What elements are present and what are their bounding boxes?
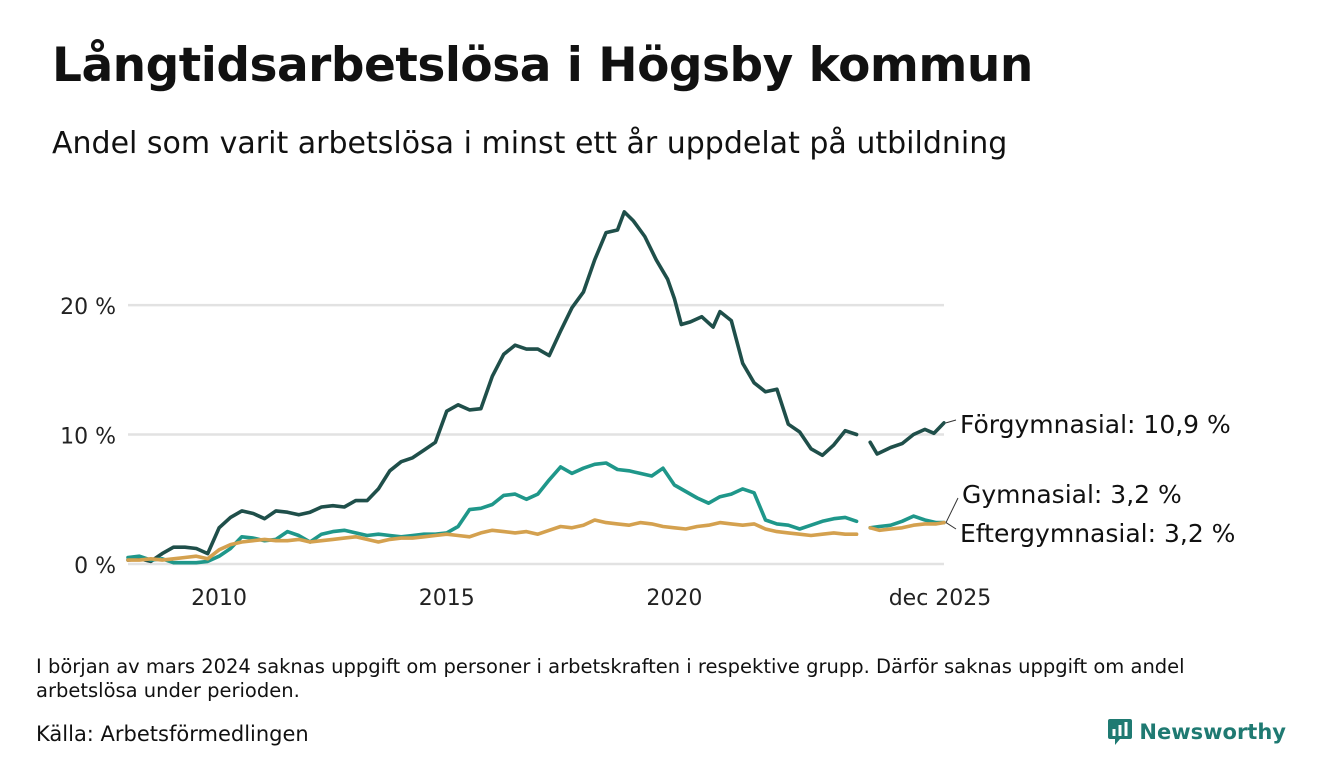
series-line-forgymnasial: [126, 210, 859, 564]
label-leader-line: [945, 419, 957, 424]
series-end-label: Förgymnasial: 10,9 %: [960, 410, 1231, 439]
series-line-forgymnasial: [868, 421, 946, 456]
x-tick-label: 2020: [646, 586, 702, 611]
y-tick-label: 10 %: [60, 425, 116, 450]
footnote: I början av mars 2024 saknas uppgift om …: [36, 655, 1185, 702]
line-chart: 0 % 10 % 20 % 2010 2015 2020 dec 2025 Förgymn…: [60, 210, 1235, 611]
series-end-labels: Förgymnasial: 10,9 % Gymnasial: 3,2 % Efte…: [945, 410, 1235, 548]
series-end-label: Gymnasial: 3,2 %: [962, 480, 1182, 509]
grid-layer: [128, 303, 944, 566]
label-leader-line: [945, 522, 957, 530]
newsworthy-logo-icon: [1108, 719, 1133, 745]
x-tick-label: 2010: [191, 586, 247, 611]
chart-subtitle: Andel som varit arbetslösa i minst ett å…: [52, 126, 1008, 161]
y-tick-label: 20 %: [60, 295, 116, 320]
series-end-label: Eftergymnasial: 3,2 %: [960, 519, 1235, 548]
newsworthy-logo[interactable]: Newsworthy: [1107, 717, 1286, 747]
series-line-eftergymnasial: [868, 520, 946, 533]
series-line-eftergymnasial: [126, 518, 859, 562]
source-note: Källa: Arbetsförmedlingen: [36, 722, 309, 746]
chart-title: Långtidsarbetslösa i Högsby kommun: [52, 38, 1033, 93]
newsworthy-logo-text: Newsworthy: [1139, 720, 1286, 744]
y-tick-label: 0 %: [74, 554, 116, 579]
x-axis-ticks: 2010 2015 2020 dec 2025: [191, 586, 991, 611]
label-leader-line: [945, 497, 959, 523]
x-tick-label: dec 2025: [889, 586, 992, 611]
y-axis-ticks: 0 % 10 % 20 %: [60, 295, 116, 579]
series-line-gymnasial: [126, 461, 859, 565]
x-tick-label: 2015: [419, 586, 475, 611]
series-layer: [126, 210, 946, 565]
